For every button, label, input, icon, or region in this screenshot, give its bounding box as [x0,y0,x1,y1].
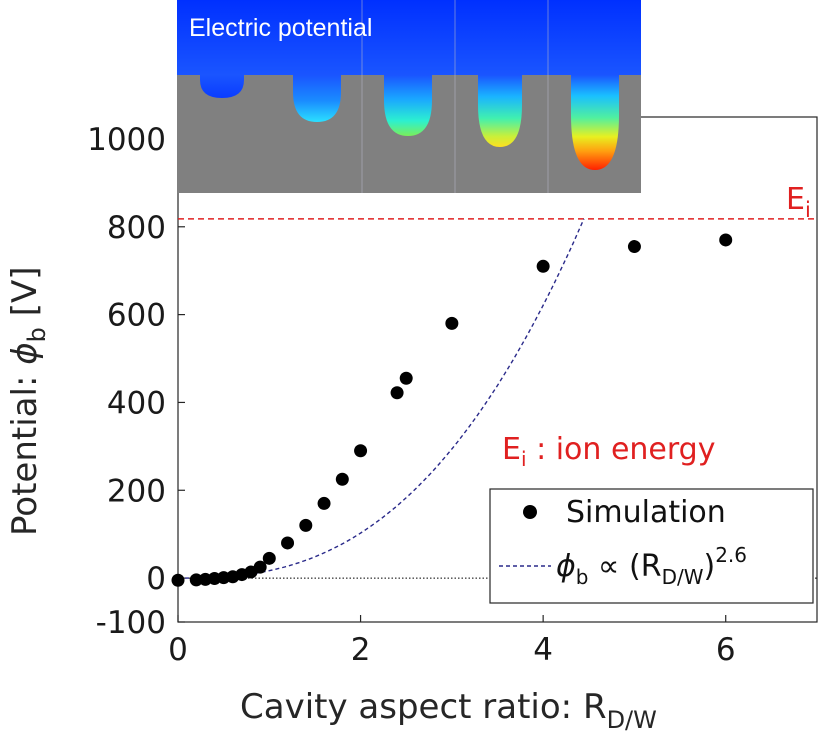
simulation-point [390,386,404,400]
ion-energy-annotation: Ei : ion energy [502,432,715,471]
x-tick-label: 2 [351,632,371,668]
inset-title: Electric potential [189,14,372,42]
y-tick-label: 200 [107,473,166,509]
x-tick-label: 4 [533,632,553,668]
y-axis-title-suffix: [V] [5,267,45,328]
annotation-text: : ion energy [527,432,716,467]
simulation-point [354,444,368,458]
x-axis-title-sub: D/W [607,706,657,734]
annotation-sub: i [521,447,527,471]
x-tick-label: 0 [168,632,188,668]
y-tick-label: 1000 [87,122,166,158]
simulation-point [335,472,349,486]
x-tick-labels: 0 2 4 6 [168,632,735,668]
legend-fit-symbol: ϕ [556,549,576,584]
y-tick-labels: -100 0 200 400 600 800 1000 [87,122,166,641]
inset-cavity-3 [384,75,432,136]
simulation-point [445,316,459,330]
y-axis-title-symbol: ϕ [5,342,45,364]
electric-potential-inset: Electric potential [177,0,641,193]
legend: Simulation ϕb ∝ (RD/W)2.6 [489,488,814,604]
legend-fit-sub2: D/W [662,565,704,589]
legend-fit-close: ) [703,549,715,584]
legend-simulation-marker [523,505,537,519]
legend-fit-exp: 2.6 [715,543,747,567]
y-tick-label: 0 [146,561,166,597]
x-axis-ticks [177,615,727,622]
x-axis-title-main: Cavity aspect ratio: R [240,687,607,727]
ion-energy-line-label-main: E [786,182,805,217]
x-tick-label: 6 [716,632,736,668]
legend-box [489,488,814,604]
y-axis-title-prefix: Potential: [5,365,45,536]
y-axis-ticks [178,138,185,623]
simulation-point [536,259,550,273]
inset-cavity-5 [571,75,619,170]
simulation-point [719,233,733,247]
y-tick-label: -100 [96,605,166,641]
simulation-point [171,573,185,587]
simulation-point [262,551,276,565]
inset-cavity-4 [478,75,522,147]
legend-simulation-label: Simulation [566,495,726,530]
inset-cavity-1 [200,75,244,98]
y-tick-label: 600 [107,298,166,334]
simulation-point [317,496,331,510]
x-axis-title: Cavity aspect ratio: RD/W [240,687,657,734]
fit-curve [178,218,585,579]
simulation-point [299,518,313,532]
y-axis-title-sub: b [23,327,51,342]
legend-fit-sub: b [576,565,589,589]
y-axis-title: Potential: ϕb [V] [5,267,51,537]
simulation-point [281,536,295,550]
legend-fit-mid: ∝ (R [589,549,662,584]
ion-energy-line-label: Ei [786,182,811,222]
ion-energy-line-label-sub: i [805,198,811,222]
y-tick-label: 400 [107,385,166,421]
simulation-point [253,560,267,574]
inset-top-region [177,0,641,75]
simulation-point [627,240,641,254]
annotation-prefix: E [502,432,521,467]
legend-fit-label: ϕb ∝ (RD/W)2.6 [556,543,747,589]
inset-cavity-2 [293,75,341,122]
simulation-point [399,371,413,385]
simulation-points [171,233,733,587]
y-tick-label: 800 [107,210,166,246]
simulation-point [189,573,203,587]
